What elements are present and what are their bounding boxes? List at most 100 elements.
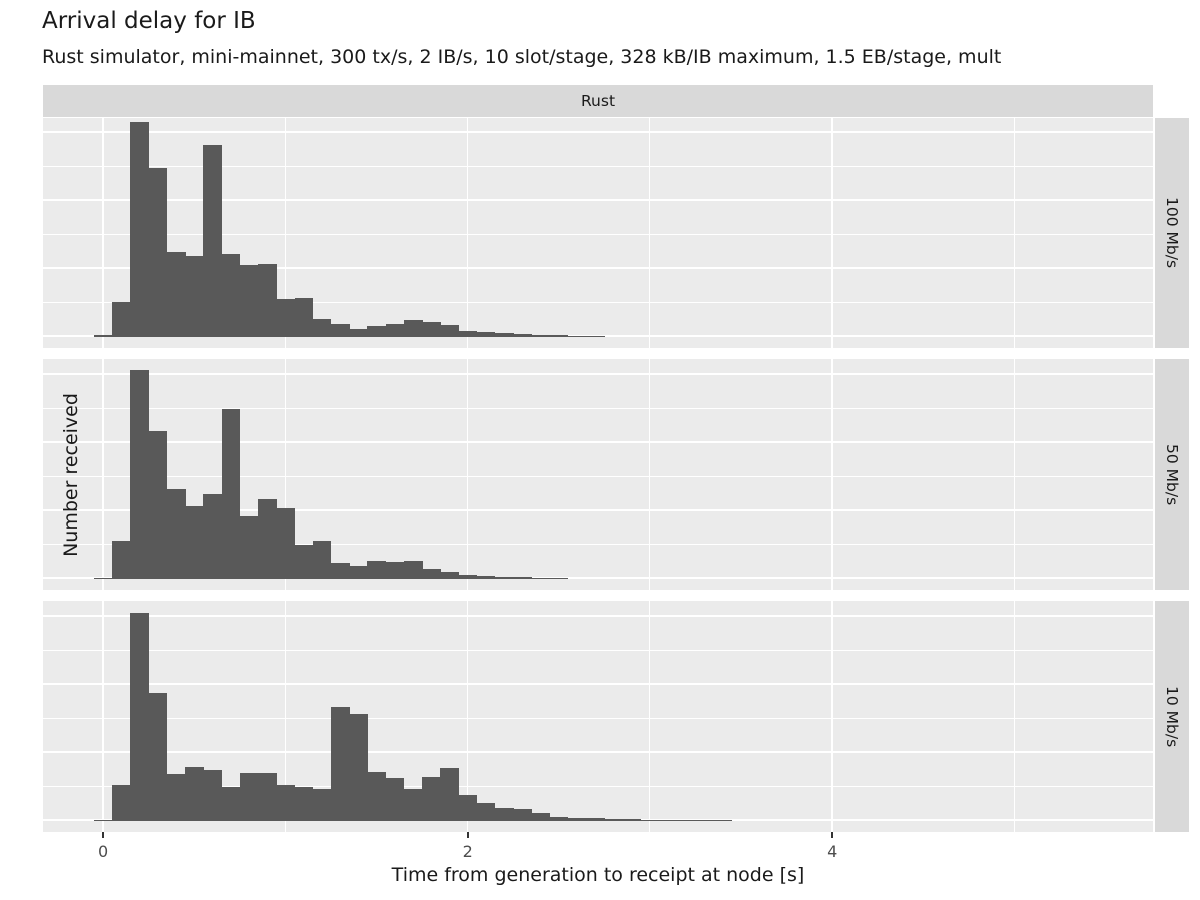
histogram-bar <box>148 431 168 579</box>
histogram-bar <box>330 707 350 821</box>
histogram-bar <box>640 820 660 821</box>
histogram-bar <box>312 789 332 821</box>
histogram-bar <box>422 322 441 337</box>
histogram-bar <box>294 787 314 821</box>
facet-panel-50-mb-s <box>43 359 1153 590</box>
histogram-bar <box>567 336 587 337</box>
histogram-bar <box>476 803 496 821</box>
histogram-bar <box>203 494 223 579</box>
histogram-bar <box>367 772 387 821</box>
histogram-bar <box>276 508 295 579</box>
histogram-bar <box>148 693 168 821</box>
histogram-bar <box>513 334 532 337</box>
gridline-major-h <box>43 509 1153 511</box>
gridline-major-v <box>831 601 833 832</box>
histogram-bar <box>166 489 186 579</box>
gridline-minor-h <box>43 166 1153 167</box>
histogram-bar <box>130 122 150 337</box>
histogram-bar <box>495 577 514 579</box>
histogram-bar <box>458 795 478 821</box>
histogram-bar <box>130 613 150 821</box>
histogram-bar <box>258 499 277 579</box>
gridline-minor-v <box>649 118 651 348</box>
facet-row-label: 100 Mb/s <box>1163 197 1181 269</box>
histogram-bar <box>440 325 459 337</box>
histogram-bar <box>403 789 423 821</box>
histogram-bar <box>330 563 350 579</box>
histogram-bar <box>695 820 715 821</box>
histogram-bar <box>185 506 204 579</box>
histogram-bar <box>258 264 277 337</box>
gridline-minor-h <box>43 718 1153 719</box>
histogram-bar <box>203 145 223 337</box>
histogram-bar <box>312 541 332 579</box>
gridline-major-h <box>43 683 1153 685</box>
x-axis-tick-label: 2 <box>462 842 473 861</box>
gridline-major-v <box>102 601 104 832</box>
histogram-bar <box>567 818 587 821</box>
gridline-minor-h <box>43 544 1153 545</box>
gridline-minor-h <box>43 650 1153 651</box>
histogram-bar <box>677 820 696 821</box>
histogram-bar <box>221 254 241 337</box>
histogram-bar <box>312 319 332 337</box>
gridline-major-h <box>43 373 1153 375</box>
facet-row-label: 10 Mb/s <box>1163 685 1181 748</box>
histogram-bar <box>276 299 295 337</box>
y-axis-title: Number received <box>59 393 82 557</box>
gridline-major-h <box>43 751 1153 753</box>
gridline-major-h <box>43 131 1153 133</box>
histogram-bar <box>112 302 131 337</box>
histogram-bar <box>94 820 113 821</box>
histogram-bar <box>622 819 642 821</box>
histogram-bar <box>221 409 241 579</box>
facet-column-label: Rust <box>580 92 616 110</box>
histogram-bar <box>659 820 678 821</box>
histogram-bar <box>130 370 150 579</box>
histogram-bar <box>549 817 569 821</box>
histogram-bar <box>495 333 514 337</box>
gridline-minor-v <box>284 359 286 590</box>
histogram-bar <box>440 572 459 579</box>
histogram-bar <box>549 578 569 579</box>
gridline-major-v <box>831 359 833 590</box>
histogram-bar <box>586 818 605 821</box>
x-axis-tick <box>102 832 105 838</box>
histogram-bar <box>330 324 350 337</box>
histogram-bar <box>367 326 387 337</box>
histogram-bar <box>349 714 368 821</box>
histogram-bar <box>422 569 441 579</box>
chart-subtitle: Rust simulator, mini-mainnet, 300 tx/s, … <box>42 46 1002 68</box>
histogram-bar <box>258 773 277 821</box>
histogram-bar <box>239 773 259 821</box>
histogram-bar <box>294 298 314 337</box>
gridline-major-v <box>466 118 469 348</box>
gridline-major-v <box>831 118 833 348</box>
gridline-major-v <box>102 118 104 348</box>
facet-panel-100-mb-s <box>43 118 1153 348</box>
facet-row-strip-100-mb-s: 100 Mb/s <box>1155 118 1189 348</box>
histogram-bar <box>476 332 496 337</box>
gridline-minor-v <box>1014 359 1015 590</box>
gridline-minor-h <box>43 408 1153 409</box>
histogram-bar <box>531 813 551 821</box>
histogram-bar <box>166 774 186 821</box>
gridline-minor-h <box>43 786 1153 787</box>
gridline-minor-h <box>43 302 1153 303</box>
facet-column-strip: Rust <box>43 85 1153 117</box>
histogram-bar <box>531 335 551 337</box>
facet-row-strip-10-mb-s: 10 Mb/s <box>1155 601 1189 832</box>
facet-row-label: 50 Mb/s <box>1163 443 1181 506</box>
histogram-bar <box>148 168 168 337</box>
histogram-bar <box>349 566 368 579</box>
histogram-bar <box>385 562 405 579</box>
histogram-bar <box>112 541 131 579</box>
gridline-minor-v <box>284 601 286 832</box>
histogram-bar <box>713 820 733 821</box>
facet-panel-10-mb-s <box>43 601 1153 832</box>
gridline-major-h <box>43 615 1153 617</box>
histogram-bar <box>367 561 387 579</box>
histogram-bar <box>458 331 478 337</box>
histogram-bar <box>349 329 368 337</box>
histogram-bar <box>403 320 423 337</box>
